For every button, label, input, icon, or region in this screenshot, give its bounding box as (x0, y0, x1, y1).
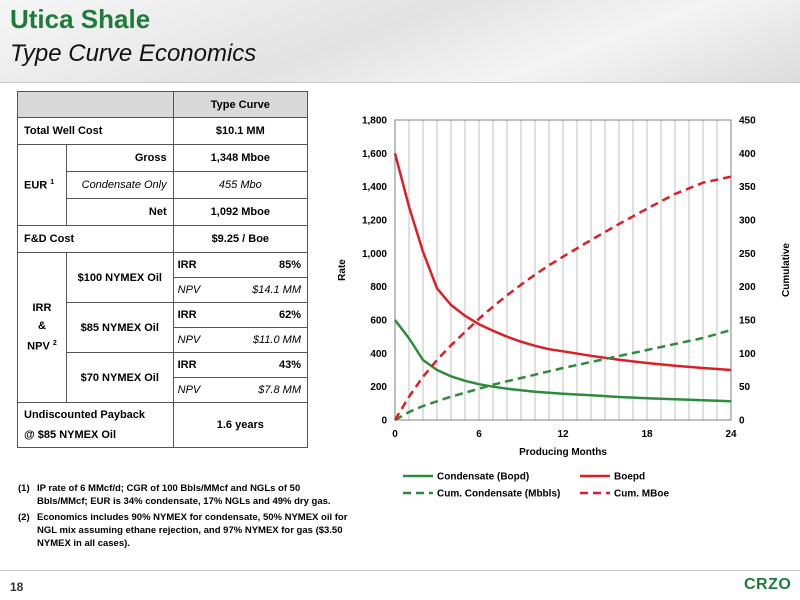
legend-label: Cum. Condensate (Mbbls) (437, 489, 560, 500)
fd-cost-label: F&D Cost (17, 225, 174, 253)
header-divider (0, 82, 800, 83)
y2-tick-label: 350 (739, 182, 756, 193)
y-tick-label: 200 (370, 382, 387, 393)
eur-label: EUR 1 (17, 144, 67, 226)
company-logo: CRZO (744, 576, 792, 593)
y2-tick-label: 400 (739, 149, 756, 160)
page-number: 18 (10, 580, 24, 594)
y-tick-label: 600 (370, 316, 387, 327)
y2-tick-label: 100 (739, 349, 756, 360)
irr-npv-label: IRR & NPV 2 (17, 252, 67, 403)
y2-tick-label: 300 (739, 216, 756, 227)
footer-divider (0, 570, 800, 571)
page-title: Utica Shale (10, 4, 151, 34)
legend-label: Boepd (614, 472, 645, 483)
y2-axis-label: Cumulative (781, 243, 792, 297)
header-band (0, 0, 800, 82)
y2-tick-label: 150 (739, 316, 756, 327)
x-axis-label: Producing Months (519, 447, 607, 458)
footnote-2: (2) Economics includes 90% NYMEX for cond… (18, 512, 348, 549)
y-tick-label: 1,200 (362, 216, 387, 227)
legend-label: Condensate (Bopd) (437, 472, 529, 483)
series-line-boepd (393, 152, 732, 372)
y2-tick-label: 0 (739, 416, 745, 427)
eur-net-value: 1,092 Mboe (172, 198, 309, 226)
y-tick-label: 1,600 (362, 149, 387, 160)
economics-table: Type Curve Total Well Cost $10.1 MM EUR … (17, 91, 309, 448)
x-tick-label: 12 (557, 429, 569, 440)
scenario-100-label: $100 NYMEX Oil (65, 252, 174, 303)
fd-cost-value: $9.25 / Boe (172, 225, 309, 253)
table-row: $85 NYMEX Oil IRR 62% NPV $11.0 MM (18, 302, 309, 353)
x-tick-label: 6 (476, 429, 482, 440)
footnotes: (1) IP rate of 6 MMcf/d; CGR of 100 Bbls/… (18, 482, 348, 553)
x-tick-label: 18 (641, 429, 653, 440)
eur-condensate-value: 455 Mbo (172, 171, 309, 199)
y2-tick-label: 250 (739, 249, 756, 260)
y-tick-label: 0 (381, 416, 387, 427)
scenario-70-label: $70 NYMEX Oil (65, 352, 174, 403)
scenario-70-values: IRR 43% NPV $7.8 MM (172, 352, 309, 403)
x-tick-label: 0 (392, 429, 398, 440)
plot-area (394, 119, 732, 421)
table-row: F&D Cost $9.25 / Boe (17, 225, 309, 253)
table-row: IRR & NPV 2 $100 NYMEX Oil IRR 85% NPV $14… (17, 252, 309, 403)
footnote-1: (1) IP rate of 6 MMcf/d; CGR of 100 Bbls/… (18, 483, 331, 507)
series-line-cum-condensate-mbbls (394, 328, 732, 422)
y-tick-label: 400 (370, 349, 387, 360)
eur-condensate-label: Condensate Only (65, 171, 174, 199)
y-axis-label: Rate (337, 259, 348, 281)
y-tick-label: 1,000 (362, 249, 387, 260)
scenario-85-values: IRR 62% NPV $11.0 MM (172, 302, 309, 353)
y2-tick-label: 50 (739, 382, 751, 393)
eur-net-label: Net (65, 198, 174, 226)
table-header-row: Type Curve (17, 91, 309, 118)
page-subtitle: Type Curve Economics (10, 40, 257, 67)
series-line-cum-mboe (393, 175, 732, 421)
payback-value: 1.6 years (172, 402, 309, 448)
series-line-condensate-bopd (394, 319, 732, 403)
y-tick-label: 800 (370, 282, 387, 293)
eur-gross-value: 1,348 Mboe (172, 144, 309, 172)
legend-label: Cum. MBoe (614, 489, 669, 500)
scenario-100-values: IRR 85% NPV $14.1 MM (172, 252, 309, 303)
y-tick-label: 1,400 (362, 182, 387, 193)
table-row: Undiscounted Payback @ $85 NYMEX Oil 1.6 … (17, 402, 309, 448)
x-tick-label: 24 (725, 429, 737, 440)
table-row: Condensate Only 455 Mbo (18, 171, 309, 199)
y2-tick-label: 200 (739, 282, 756, 293)
table-row: Net 1,092 Mboe (18, 198, 309, 226)
scenario-85-label: $85 NYMEX Oil (65, 302, 174, 353)
table-row: Total Well Cost $10.1 MM (17, 117, 309, 145)
table-row: $70 NYMEX Oil IRR 43% NPV $7.8 MM (18, 352, 309, 403)
payback-label: Undiscounted Payback @ $85 NYMEX Oil (17, 402, 174, 448)
y-tick-label: 1,800 (362, 116, 387, 127)
y2-tick-label: 450 (739, 116, 756, 127)
type-curve-header: Type Curve (172, 91, 309, 118)
